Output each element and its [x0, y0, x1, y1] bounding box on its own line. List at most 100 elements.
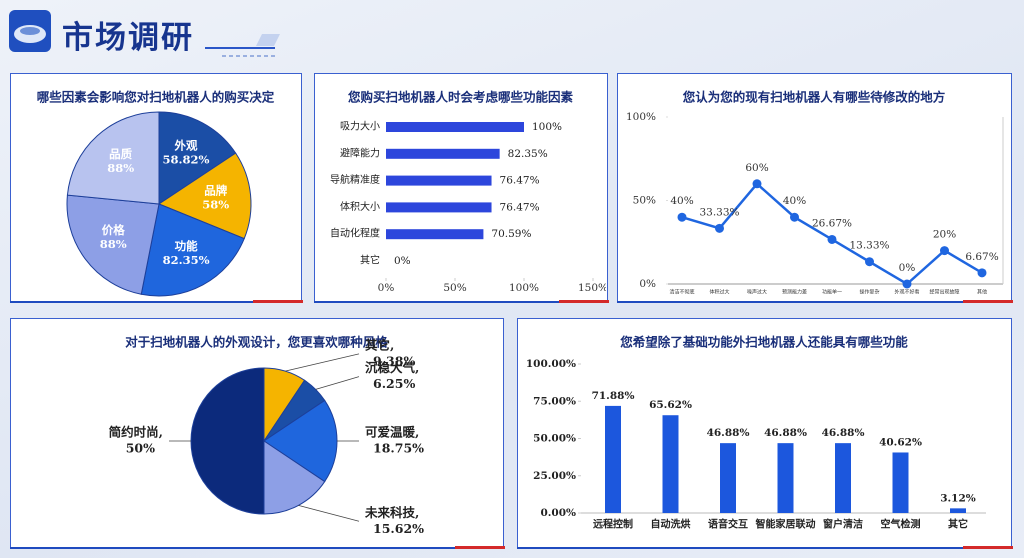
value-label: 3.12%: [940, 492, 976, 504]
slice-value: 50%: [126, 441, 155, 456]
bar: [386, 175, 492, 186]
value-label: 82.35%: [508, 148, 548, 160]
x-tick-label: 100%: [509, 282, 539, 294]
slice-label: 简约时尚,: [109, 425, 163, 440]
y-tick-label: 自动化程度: [330, 227, 380, 240]
slice-value: 88%: [100, 237, 127, 251]
slice-value: 58.82%: [162, 153, 209, 167]
panel-accent: [616, 300, 963, 303]
x-tick-label: 经常出现故障: [929, 289, 959, 296]
pie-slice: [263, 399, 338, 483]
y-tick-label: 体积大小: [340, 200, 380, 213]
leader-line: [315, 376, 360, 390]
pie-slice: [140, 203, 245, 297]
panel-accent: [9, 300, 253, 303]
x-tick-label: 外观不好看: [894, 289, 919, 296]
value-label: 70.59%: [491, 228, 531, 240]
y-tick-label: 50%: [633, 195, 656, 207]
leader-line: [298, 504, 360, 522]
bar: [605, 405, 621, 513]
line-point: [752, 179, 762, 189]
y-tick-label: 0%: [639, 278, 656, 290]
x-tick-label: 0%: [378, 282, 395, 294]
x-tick-label: 功能单一: [822, 289, 842, 296]
chart-panel: 您认为您的现有扫地机器人有哪些待修改的地方 0% 50% 100% 清洁不彻底 40% 体积…: [616, 73, 1013, 303]
line-point: [865, 257, 874, 267]
y-tick-label: 导航精准度: [330, 173, 380, 186]
line-point: [677, 212, 687, 222]
x-tick-label: 操作复杂: [859, 289, 879, 296]
slice-value: 18.75%: [373, 441, 424, 456]
slice-label: 价格: [102, 223, 125, 237]
bar: [835, 443, 851, 513]
page-title: 市场调研: [62, 20, 194, 56]
slice-label: 功能: [175, 239, 198, 253]
leader-line: [285, 353, 360, 372]
bar: [386, 229, 484, 240]
y-tick-label: 0.00%: [540, 507, 576, 519]
bar: [892, 452, 909, 513]
chart-panel: 您购买扫地机器人时会考虑哪些功能因素 0% 50% 100% 150% 吸力大小 100% 避…: [313, 73, 609, 303]
chart-title: 您购买扫地机器人时会考虑哪些功能因素: [348, 90, 574, 105]
value-label: 33.33%: [699, 206, 739, 218]
line-point: [790, 212, 799, 222]
panel-accent: [962, 545, 1013, 549]
slice-label: 品牌: [204, 183, 227, 197]
value-label: 65.62%: [649, 399, 692, 411]
bar: [720, 443, 736, 513]
y-tick-label: 75.00%: [533, 395, 576, 407]
y-tick-label: 100.00%: [526, 358, 576, 370]
x-tick-label: 清洁不彻底: [669, 289, 694, 296]
slice-label: 外观: [173, 139, 197, 153]
x-tick-label: 自动洗烘: [651, 518, 691, 531]
bar: [777, 443, 794, 513]
line-point: [715, 223, 724, 233]
slice-label: 沉稳大气,: [365, 360, 419, 375]
value-label: 20%: [933, 229, 956, 241]
value-label: 71.88%: [592, 390, 635, 402]
x-tick-label: 噪声过大: [747, 289, 767, 296]
line-point: [827, 234, 837, 244]
header-decor-shape: [256, 34, 280, 46]
pie-slice: [190, 367, 265, 515]
slice-value: 82.35%: [163, 253, 210, 267]
x-tick-label: 语音交互: [708, 518, 748, 531]
chart-title: 您认为您的现有扫地机器人有哪些待修改的地方: [683, 90, 946, 105]
slice-value: 6.25%: [373, 376, 415, 391]
pie-slice: [157, 152, 252, 240]
value-label: 46.88%: [707, 427, 750, 439]
value-label: 40%: [670, 195, 693, 207]
value-label: 40.62%: [879, 436, 922, 448]
chart-title: 您希望除了基础功能外扫地机器人还能具有哪些功能: [620, 335, 908, 350]
pie-slice: [66, 194, 160, 295]
line-point: [940, 246, 949, 256]
pie-slice: [263, 440, 326, 515]
chart-panel: 对于扫地机器人的外观设计，您更喜欢哪种风格 其它, 9.38% 沉稳大气, 6.25% 可…: [9, 318, 505, 549]
value-label: 0%: [394, 255, 411, 267]
x-tick-label: 其它: [948, 518, 968, 531]
chart-panel: 哪些因素会影响您对扫地机器人的购买决定 外观 58.82% 品牌 58% 功能 82.35%…: [9, 73, 303, 303]
slice-value: 88%: [107, 161, 134, 175]
x-tick-label: 窗户清洁: [823, 518, 863, 531]
panel-accent: [313, 300, 559, 303]
y-tick-label: 25.00%: [533, 470, 576, 482]
slice-label: 品质: [109, 147, 132, 161]
chart: 您购买扫地机器人时会考虑哪些功能因素 0% 50% 100% 150% 吸力大小 100% 避…: [330, 90, 606, 295]
slice-value: 15.62%: [373, 521, 424, 536]
bar: [386, 202, 492, 213]
chart: 您希望除了基础功能外扫地机器人还能具有哪些功能 0.00% 25.00% 50.00%…: [526, 335, 986, 531]
x-tick-label: 空气检测: [881, 518, 921, 531]
panel-accent: [516, 546, 963, 549]
line-point: [977, 268, 987, 278]
chart-panel: 您希望除了基础功能外扫地机器人还能具有哪些功能 0.00% 25.00% 50.00%…: [516, 318, 1013, 549]
chart-title: 哪些因素会影响您对扫地机器人的购买决定: [37, 90, 275, 105]
slice-label: 其它,: [365, 337, 394, 352]
x-tick-label: 50%: [443, 282, 466, 294]
value-label: 6.67%: [965, 251, 998, 263]
value-label: 100%: [532, 121, 562, 133]
x-tick-label: 其他: [977, 289, 987, 296]
bar: [662, 415, 679, 513]
